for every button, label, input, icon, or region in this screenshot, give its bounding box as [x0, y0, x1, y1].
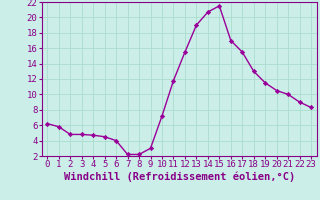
X-axis label: Windchill (Refroidissement éolien,°C): Windchill (Refroidissement éolien,°C) [64, 172, 295, 182]
